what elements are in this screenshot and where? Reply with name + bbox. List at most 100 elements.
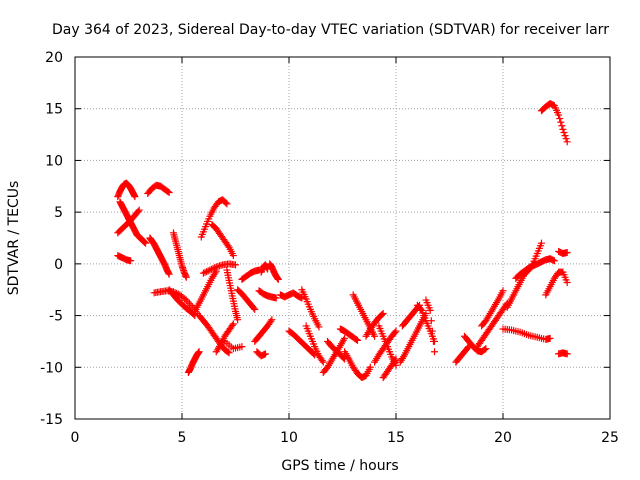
series-arc29 bbox=[302, 322, 327, 366]
data-points bbox=[114, 100, 571, 382]
series-arc37 bbox=[375, 322, 400, 369]
series-arc48 bbox=[503, 239, 546, 311]
data-point bbox=[371, 332, 379, 340]
data-point bbox=[558, 122, 566, 130]
series-arc44 bbox=[460, 332, 490, 356]
series-arc4 bbox=[114, 252, 135, 265]
data-point bbox=[426, 306, 434, 314]
data-point bbox=[127, 257, 135, 265]
y-tick-label: -15 bbox=[40, 412, 63, 428]
data-point bbox=[181, 295, 189, 303]
data-point bbox=[232, 261, 239, 269]
data-point bbox=[546, 334, 554, 342]
series-arc25 bbox=[253, 348, 269, 360]
data-point bbox=[224, 242, 232, 250]
data-point bbox=[207, 265, 215, 273]
data-point bbox=[538, 239, 546, 247]
series-arc50 bbox=[542, 268, 571, 299]
series-arc9 bbox=[169, 229, 190, 281]
series-arc15 bbox=[199, 260, 239, 277]
series-arc20 bbox=[221, 337, 246, 353]
data-point bbox=[228, 321, 236, 329]
series-arc2 bbox=[116, 198, 150, 247]
data-point bbox=[229, 252, 237, 260]
data-point bbox=[391, 357, 399, 365]
data-point bbox=[261, 350, 269, 358]
data-point bbox=[481, 345, 489, 353]
series-arc11 bbox=[191, 267, 220, 315]
data-point bbox=[211, 264, 219, 272]
series-arc13 bbox=[197, 196, 231, 241]
series-arc8 bbox=[165, 286, 199, 320]
chart-title: Day 364 of 2023, Sidereal Day-to-day VTE… bbox=[52, 22, 609, 38]
data-point bbox=[315, 323, 323, 331]
x-axis-title: GPS time / hours bbox=[281, 458, 398, 474]
data-point bbox=[563, 248, 571, 256]
data-point bbox=[392, 355, 400, 363]
series-arc38 bbox=[379, 355, 400, 382]
data-point bbox=[164, 188, 172, 196]
series-arc5 bbox=[144, 181, 173, 198]
data-point bbox=[431, 348, 439, 356]
data-point bbox=[135, 206, 143, 214]
series-arc26 bbox=[276, 289, 306, 302]
series-arc33 bbox=[341, 348, 374, 382]
series-arc34 bbox=[349, 291, 379, 340]
data-point bbox=[131, 193, 139, 201]
y-tick-label: 15 bbox=[45, 102, 63, 118]
data-point bbox=[251, 305, 259, 313]
data-point bbox=[165, 270, 173, 278]
x-tick-label: 0 bbox=[71, 430, 80, 446]
series-arc32 bbox=[336, 325, 361, 344]
data-point bbox=[352, 336, 360, 344]
series-arc10 bbox=[184, 348, 203, 376]
data-point bbox=[238, 343, 246, 351]
y-tick-labels: -15 -10 -5 0 5 10 15 20 bbox=[40, 50, 63, 428]
data-point bbox=[427, 317, 435, 325]
y-tick-label: -10 bbox=[40, 360, 63, 376]
x-tick-labels: 0 5 10 15 20 25 bbox=[71, 430, 619, 446]
series-arc43 bbox=[452, 343, 473, 366]
series-arc42 bbox=[422, 296, 439, 356]
series-arc47 bbox=[499, 325, 554, 343]
plot-frame bbox=[74, 56, 611, 420]
data-point bbox=[341, 334, 349, 342]
data-point bbox=[391, 328, 399, 336]
series-arc40 bbox=[398, 301, 424, 330]
series-arc18 bbox=[234, 286, 259, 313]
data-point bbox=[209, 265, 217, 273]
series-arc45 bbox=[473, 299, 511, 351]
data-point bbox=[222, 199, 230, 207]
data-point bbox=[563, 138, 571, 146]
data-point bbox=[204, 267, 212, 275]
data-point bbox=[199, 269, 207, 277]
data-point bbox=[428, 327, 436, 335]
x-tick-label: 10 bbox=[280, 430, 298, 446]
y-tick-label: 0 bbox=[54, 257, 63, 273]
data-point bbox=[201, 268, 209, 276]
series-arc24 bbox=[266, 260, 282, 283]
data-point bbox=[311, 351, 319, 359]
series-arc14 bbox=[208, 221, 237, 260]
data-point bbox=[182, 273, 190, 281]
data-point bbox=[272, 294, 280, 302]
series-arc52 bbox=[555, 349, 571, 358]
data-point bbox=[268, 316, 276, 324]
data-point bbox=[195, 348, 203, 356]
data-point bbox=[229, 320, 237, 328]
data-point bbox=[550, 257, 558, 265]
data-point bbox=[378, 311, 386, 319]
data-point bbox=[555, 111, 563, 119]
data-point bbox=[134, 207, 142, 215]
data-point bbox=[223, 200, 231, 208]
data-point bbox=[319, 358, 327, 366]
data-point bbox=[366, 363, 374, 371]
data-point bbox=[417, 305, 425, 313]
data-point bbox=[557, 118, 565, 126]
data-point bbox=[353, 336, 361, 344]
data-point bbox=[563, 350, 571, 358]
y-tick-label: 10 bbox=[45, 153, 63, 169]
data-point bbox=[560, 129, 568, 137]
grid-lines bbox=[75, 57, 610, 419]
